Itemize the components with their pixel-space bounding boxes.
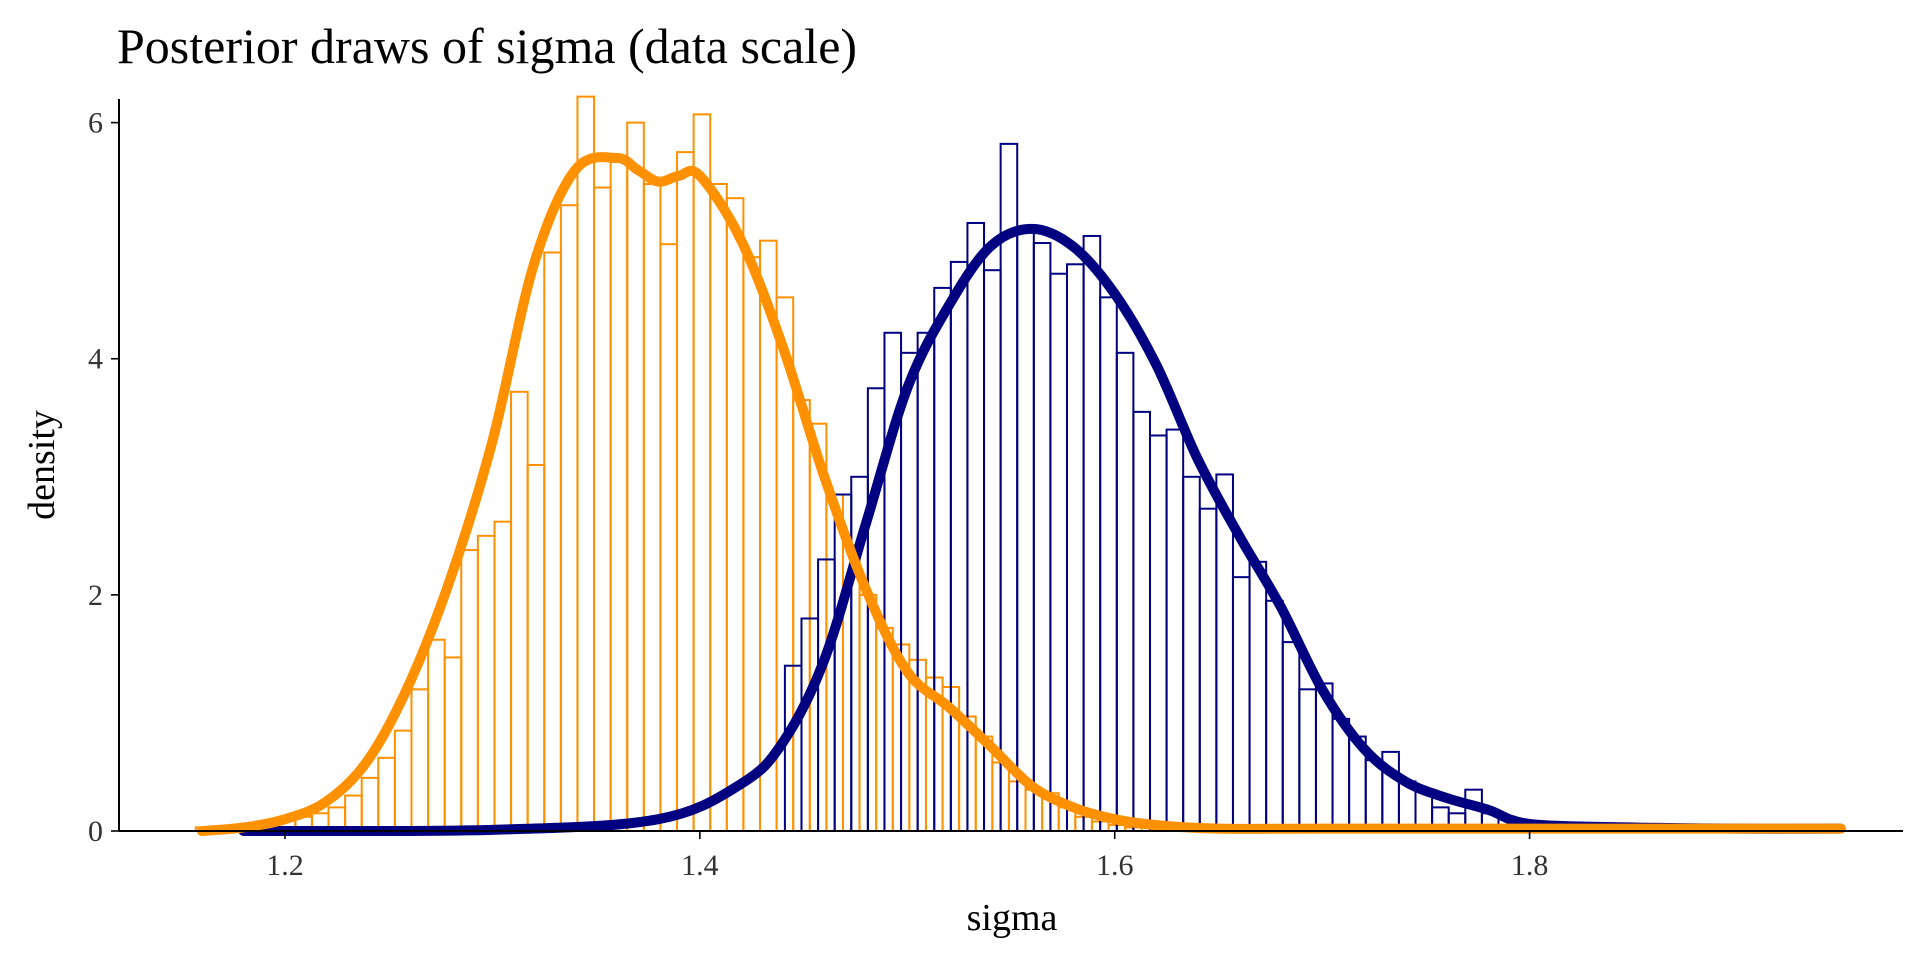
histogram-bar xyxy=(1364,759,1384,833)
histogram-bar xyxy=(709,183,728,832)
histogram-bar xyxy=(1032,242,1052,833)
histogram-bar xyxy=(642,183,662,832)
histogram-bar xyxy=(1231,576,1251,833)
histogram-bar xyxy=(427,638,446,832)
histogram-bar xyxy=(1082,234,1102,832)
x-tick-label: 1.6 xyxy=(1096,849,1134,882)
histogram-bar xyxy=(593,186,612,832)
histogram-bar xyxy=(526,464,546,832)
histogram-bar xyxy=(742,256,761,832)
plot-area xyxy=(194,95,1846,837)
y-tick-label: 4 xyxy=(88,343,103,376)
histogram-bar xyxy=(360,776,380,833)
histogram-bar xyxy=(1198,507,1218,832)
histogram-bar xyxy=(1066,263,1085,832)
density-curve-0 xyxy=(196,152,1846,836)
histogram-bar xyxy=(543,251,562,832)
histogram-bar xyxy=(476,534,496,832)
histogram-bar xyxy=(1115,351,1135,832)
histogram-bar xyxy=(1298,688,1317,832)
density-curve-1 xyxy=(238,223,1846,837)
histogram-bar xyxy=(1281,641,1301,833)
histogram-bar xyxy=(576,95,596,832)
histogram-bar xyxy=(1248,560,1268,833)
x-tick-label: 1.2 xyxy=(266,849,304,882)
histogram-bar xyxy=(1182,475,1201,832)
chart-title: Posterior draws of sigma (data scale) xyxy=(117,18,857,74)
y-tick-label: 6 xyxy=(88,107,103,140)
x-ticks: 1.2 1.4 1.6 1.8 xyxy=(266,831,1548,882)
histogram-bar xyxy=(393,729,413,832)
histogram-bar xyxy=(510,390,529,832)
histogram-bar xyxy=(377,756,396,832)
histogram-bar xyxy=(559,204,579,833)
histogram-bar xyxy=(999,142,1019,833)
x-axis-title: sigma xyxy=(967,897,1058,939)
histogram-bar xyxy=(1331,717,1351,832)
histogram-bar xyxy=(1049,272,1069,832)
histogram-bar xyxy=(692,113,712,832)
histogram-bar xyxy=(609,155,629,832)
histogram-bar xyxy=(1099,296,1118,832)
histogram-bar xyxy=(493,520,513,832)
histogram-bar xyxy=(1016,231,1035,832)
histogram-bar xyxy=(676,151,695,832)
x-tick-label: 1.4 xyxy=(681,849,719,882)
histogram-bar xyxy=(344,794,363,832)
histogram-bar xyxy=(659,243,679,832)
histogram-bar xyxy=(1265,599,1284,832)
histogram-bar xyxy=(626,121,645,832)
histogram-bar xyxy=(1165,428,1185,832)
y-tick-label: 2 xyxy=(88,579,103,612)
x-tick-label: 1.8 xyxy=(1511,849,1549,882)
histogram-bar xyxy=(725,197,745,832)
histogram-bar xyxy=(410,688,430,832)
y-ticks: 0 2 4 6 xyxy=(88,107,119,848)
histogram-bar xyxy=(1132,410,1151,832)
histogram-bar xyxy=(460,549,479,833)
histogram-bar xyxy=(1148,434,1168,832)
histogram-bar xyxy=(443,656,463,833)
y-tick-label: 0 xyxy=(88,815,103,848)
y-axis-title: density xyxy=(21,410,63,520)
